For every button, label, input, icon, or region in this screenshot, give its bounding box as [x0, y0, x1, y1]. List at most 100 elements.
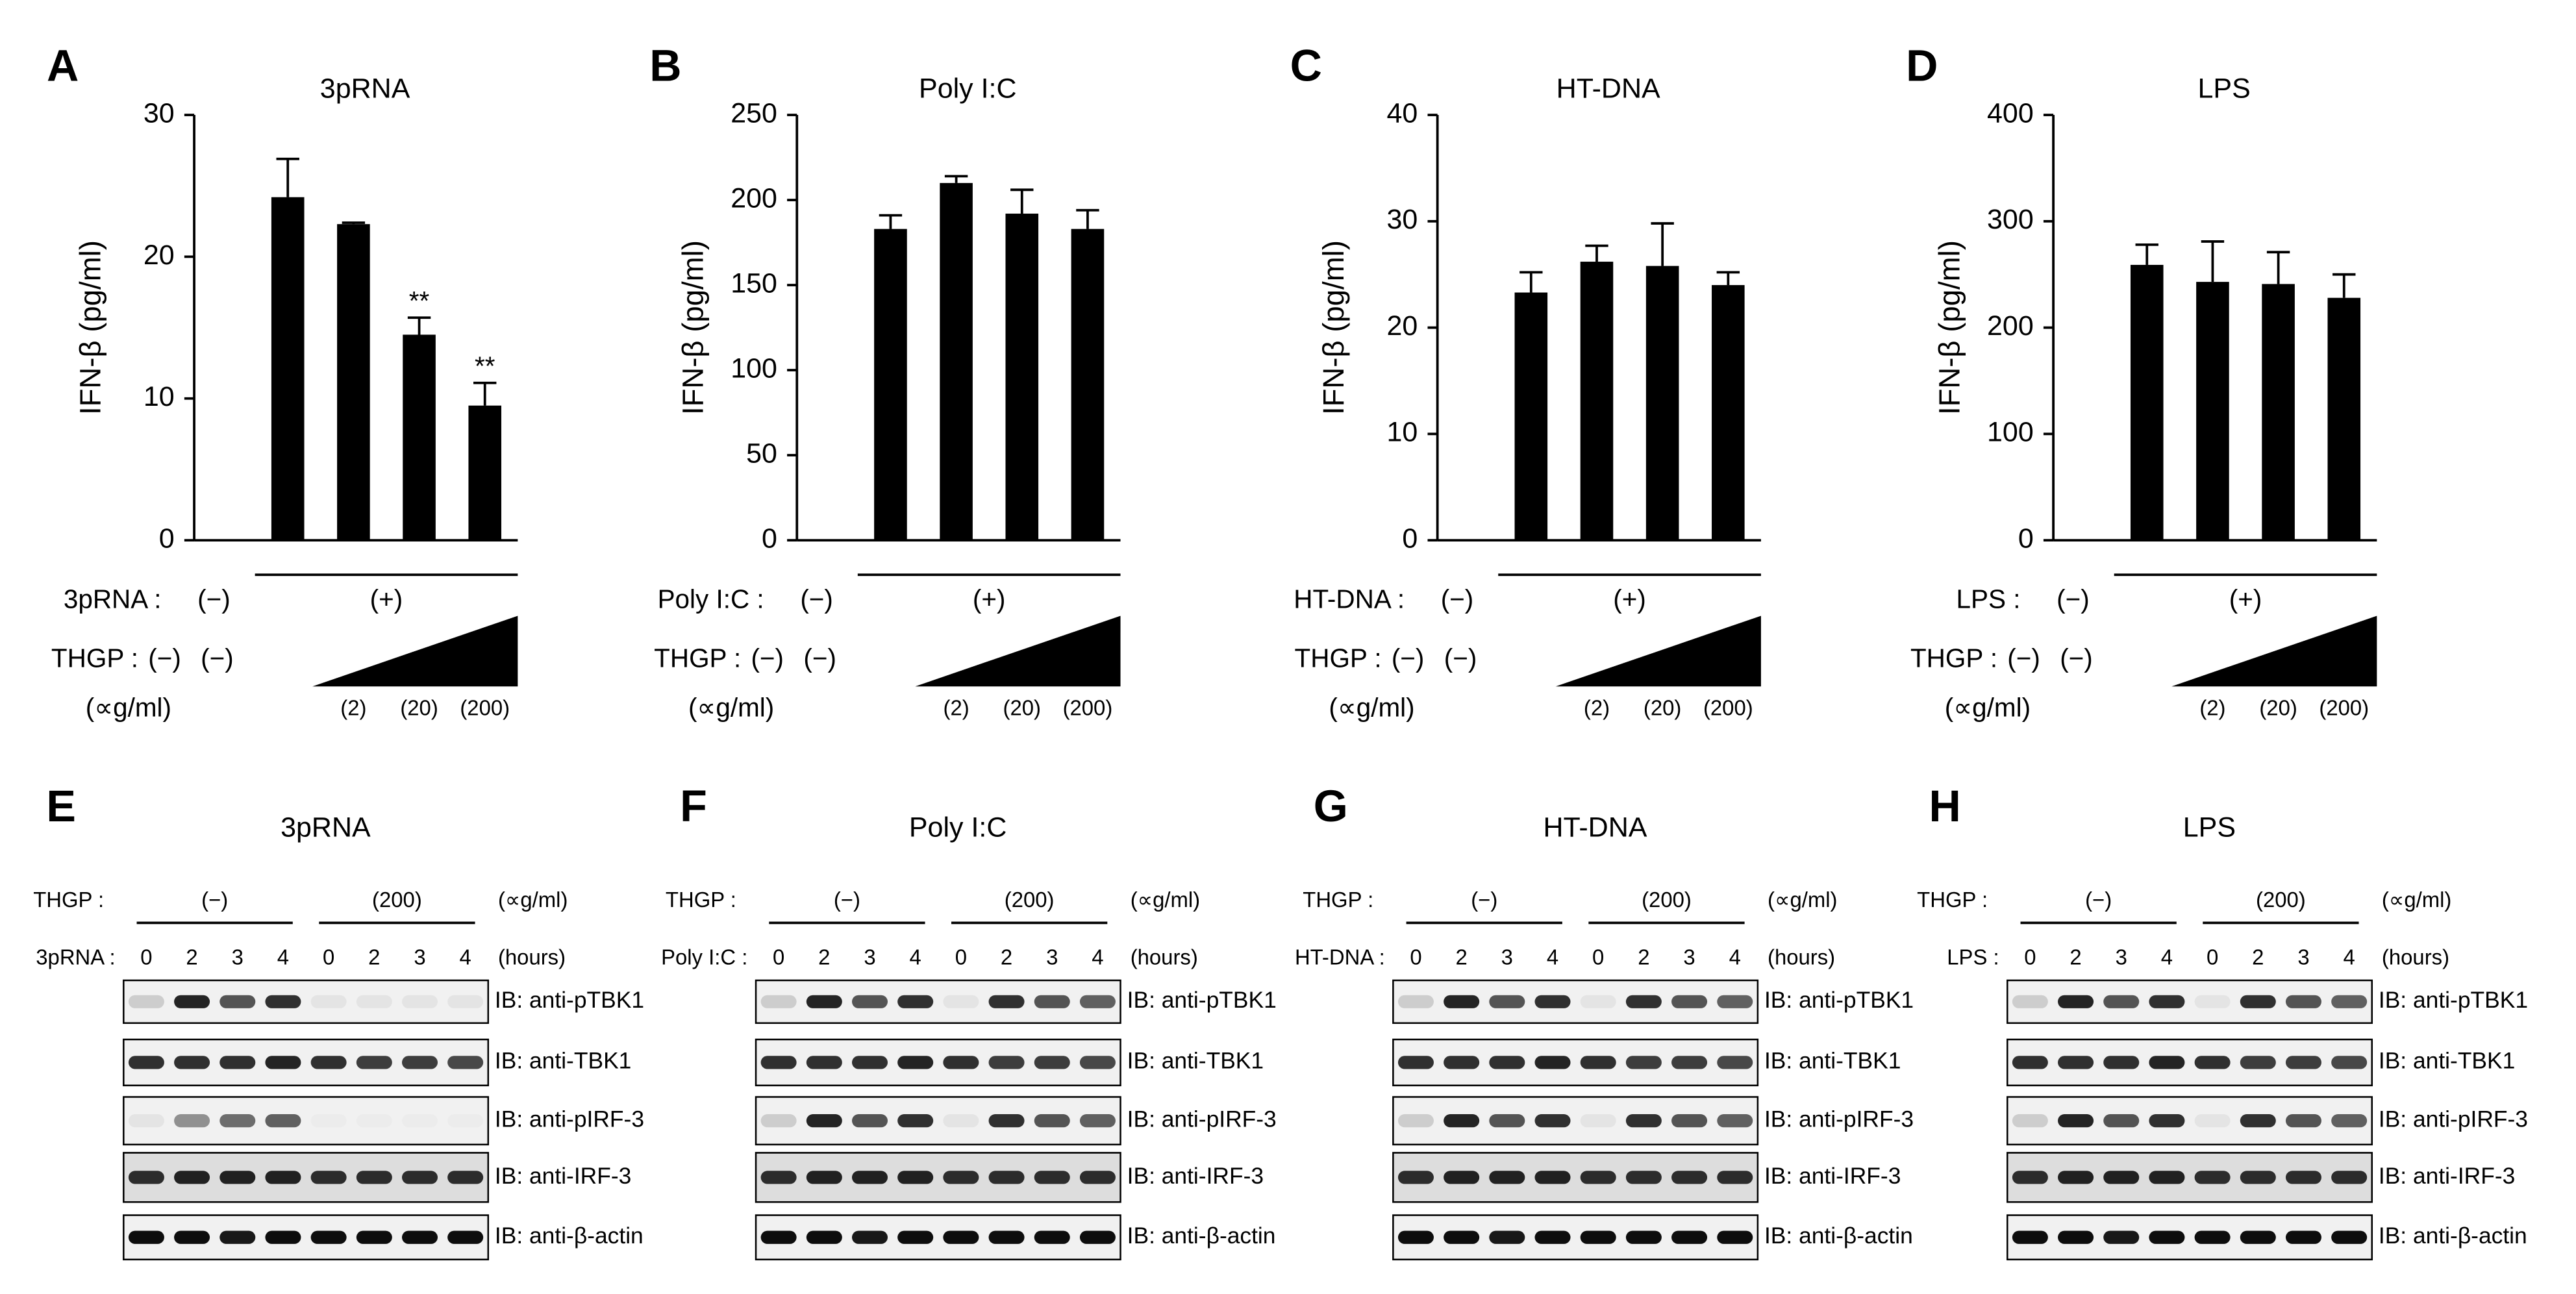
time-label: 2 [1456, 945, 1468, 969]
blot-band [1034, 1114, 1070, 1128]
blot-band [943, 1056, 979, 1069]
group-label: (200) [372, 888, 422, 912]
blot-band [988, 1056, 1025, 1069]
blot-band [2012, 1056, 2048, 1069]
antibody-label: IB: anti-TBK1 [1764, 1048, 1901, 1074]
blot-band [852, 1171, 888, 1184]
blot-band [310, 1230, 347, 1244]
treatment-label: HT-DNA : [1295, 945, 1385, 969]
blot-band [1079, 1056, 1116, 1069]
treatment-neg: (−) [1444, 643, 1477, 673]
treatment-neg: (−) [2060, 643, 2093, 673]
blot-band [1625, 995, 1662, 1008]
treatment-label: LPS : [1947, 945, 1999, 969]
panel-label: E [46, 782, 76, 831]
dose-label: (20) [1644, 695, 1681, 719]
blot-band [897, 1056, 934, 1069]
time-label: 0 [773, 945, 784, 969]
dose-label: (200) [2319, 695, 2369, 719]
y-tick-label: 10 [144, 381, 175, 412]
y-tick-label: 100 [731, 353, 777, 384]
antibody-label: IB: anti-β-actin [495, 1223, 644, 1249]
blot-title: Poly I:C [909, 812, 1007, 843]
dose-unit: (∝g/ml) [688, 692, 774, 722]
blot-band [1671, 1056, 1708, 1069]
blot-band [760, 1230, 797, 1244]
time-label: 3 [1683, 945, 1695, 969]
blot-band [128, 1230, 164, 1244]
chart-title: 3pRNA [320, 73, 410, 104]
blot-band [1397, 1171, 1434, 1184]
blot-band [2058, 1171, 2094, 1184]
blot-band [2103, 1171, 2140, 1184]
blot-band [806, 995, 842, 1008]
time-label: 0 [955, 945, 967, 969]
blot-band [356, 1114, 392, 1127]
blot-title: HT-DNA [1543, 812, 1647, 843]
dose-unit: (∝g/ml) [86, 692, 171, 722]
treatment-label: Poly I:C : [661, 945, 747, 969]
blot-band [128, 995, 164, 1008]
y-tick-label: 200 [1987, 310, 2034, 342]
blot-band [2285, 1230, 2321, 1244]
blot-band [2149, 995, 2185, 1008]
blot-band [447, 1230, 484, 1244]
treatment-label: THGP : [1910, 643, 1997, 673]
panel-label: B [649, 41, 681, 90]
y-tick-label: 10 [1386, 417, 1418, 448]
blot-band [2240, 1230, 2276, 1244]
bar [403, 334, 436, 541]
blot-title: LPS [2183, 812, 2236, 843]
treatment-neg: (−) [800, 584, 833, 614]
blot-band [2149, 1171, 2185, 1184]
blot-band [2331, 1171, 2368, 1184]
dose-triangle [312, 616, 518, 687]
y-tick-label: 250 [731, 97, 777, 129]
blot-band [1034, 1171, 1070, 1184]
blot-band [2285, 1056, 2321, 1069]
time-unit: (hours) [1768, 945, 1835, 969]
antibody-label: IB: anti-TBK1 [1127, 1048, 1264, 1074]
antibody-label: IB: anti-IRF-3 [1127, 1163, 1264, 1189]
treatment-label: THGP : [33, 888, 104, 912]
antibody-label: IB: anti-TBK1 [2379, 1048, 2515, 1074]
blot-band [806, 1230, 842, 1244]
blot-band [402, 1114, 438, 1127]
blot-band [1625, 1114, 1662, 1128]
blot-band [852, 1230, 888, 1244]
time-label: 2 [368, 945, 380, 969]
blot-band [2058, 1230, 2094, 1244]
blot-band [988, 1171, 1025, 1184]
dose-label: (20) [1003, 695, 1041, 719]
blot-band [2240, 1171, 2276, 1184]
blot-band [1444, 1230, 1480, 1244]
blot-band [356, 1230, 392, 1244]
time-label: 3 [864, 945, 875, 969]
blot-band [1671, 1230, 1708, 1244]
blot-band [2194, 995, 2231, 1008]
y-axis-label: IFN-β (pg/ml) [1932, 240, 1966, 415]
time-label: 4 [460, 945, 471, 969]
bar [1712, 285, 1745, 541]
time-label: 3 [2297, 945, 2309, 969]
y-axis-label: IFN-β (pg/ml) [676, 240, 709, 415]
bar [271, 197, 305, 541]
antibody-label: IB: anti-TBK1 [495, 1048, 631, 1074]
dose-label: (200) [1063, 695, 1113, 719]
blot-band [174, 995, 210, 1008]
y-tick-label: 20 [144, 240, 175, 271]
y-tick-label: 50 [746, 438, 777, 469]
dose-unit: (∝g/ml) [1945, 692, 2031, 722]
blot-band [1489, 1230, 1525, 1244]
time-label: 0 [140, 945, 152, 969]
time-label: 2 [186, 945, 197, 969]
y-tick-label: 0 [159, 523, 175, 554]
blot-band [447, 1114, 483, 1127]
dose-triangle [2171, 616, 2377, 687]
blot-band [2331, 1114, 2368, 1128]
y-tick-label: 300 [1987, 204, 2034, 235]
time-label: 0 [1592, 945, 1604, 969]
blot-band [1534, 995, 1571, 1008]
antibody-label: IB: anti-pTBK1 [495, 987, 644, 1013]
